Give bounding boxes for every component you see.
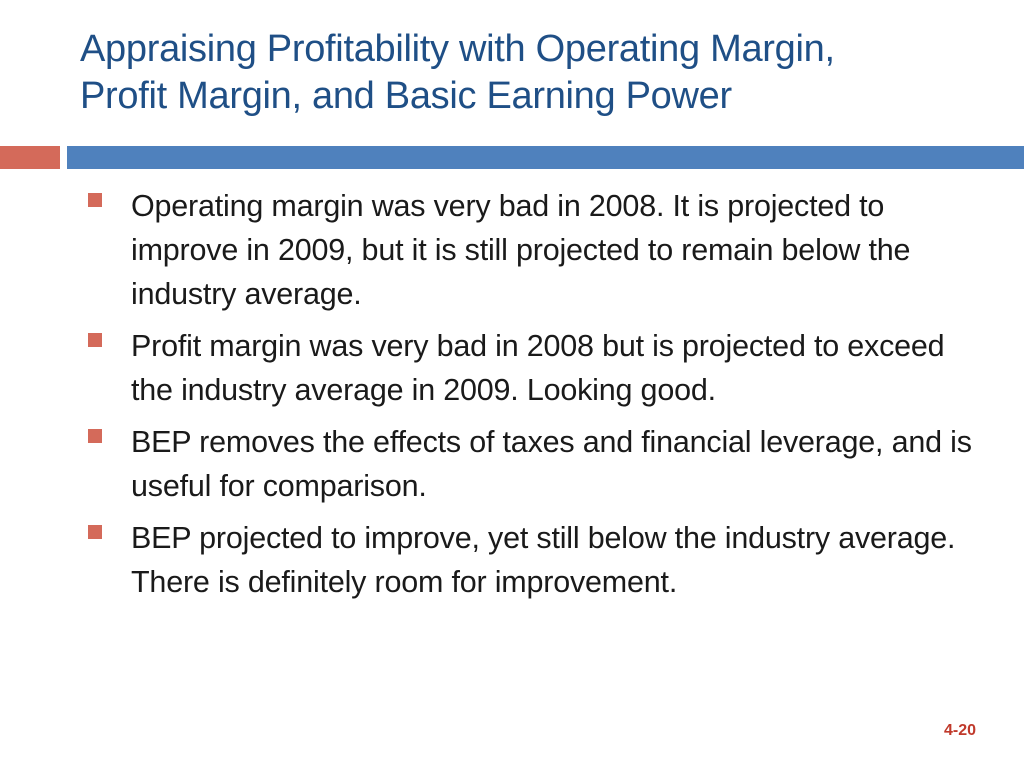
bullet-text: Operating margin was very bad in 2008. I… xyxy=(131,189,911,311)
bullet-item: BEP projected to improve, yet still belo… xyxy=(84,516,994,604)
slide-title: Appraising Profitability with Operating … xyxy=(80,26,1000,120)
slide-title-line-2: Profit Margin, and Basic Earning Power xyxy=(80,75,732,117)
square-bullet-icon xyxy=(88,333,102,347)
bullet-item: Operating margin was very bad in 2008. I… xyxy=(84,184,994,316)
title-divider-bar xyxy=(67,146,1024,169)
bullet-text: BEP removes the effects of taxes and fin… xyxy=(131,425,972,503)
square-bullet-icon xyxy=(88,525,102,539)
title-divider-accent xyxy=(0,146,60,169)
square-bullet-icon xyxy=(88,193,102,207)
square-bullet-icon xyxy=(88,429,102,443)
bullet-item: Profit margin was very bad in 2008 but i… xyxy=(84,324,994,412)
bullet-item: BEP removes the effects of taxes and fin… xyxy=(84,420,994,508)
page-number: 4-20 xyxy=(943,722,976,739)
bullet-text: Profit margin was very bad in 2008 but i… xyxy=(131,329,945,407)
bullet-list: Operating margin was very bad in 2008. I… xyxy=(84,184,994,612)
bullet-text: BEP projected to improve, yet still belo… xyxy=(131,521,956,599)
slide-title-line-1: Appraising Profitability with Operating … xyxy=(80,28,835,70)
